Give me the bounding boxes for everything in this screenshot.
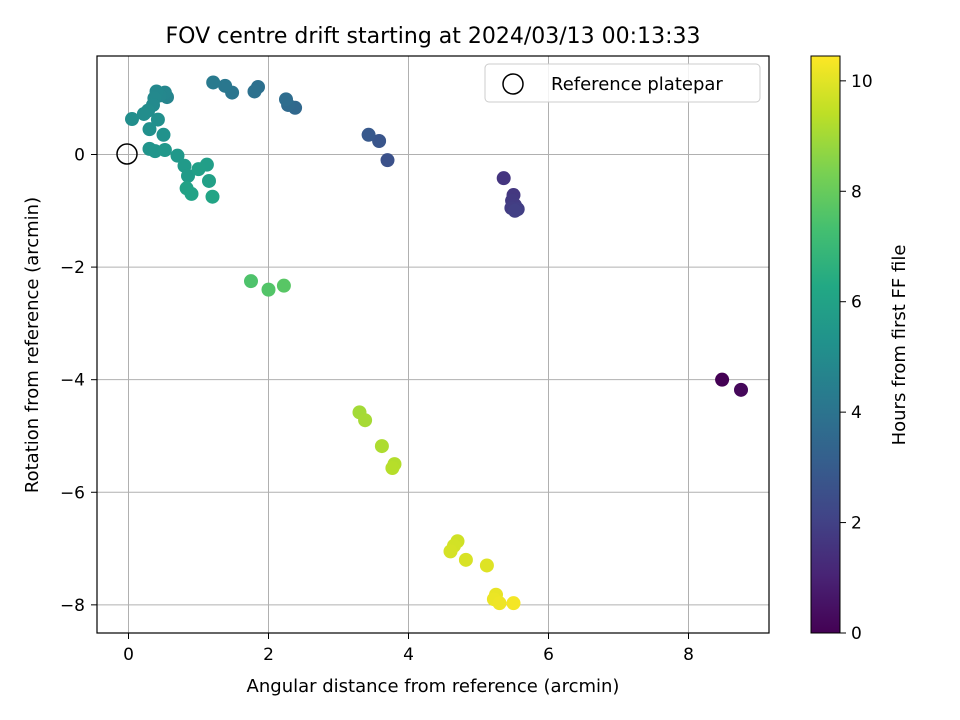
data-point (279, 92, 293, 107)
data-point (492, 596, 507, 611)
data-point (479, 558, 494, 573)
data-point (206, 75, 221, 90)
data-point (506, 596, 521, 611)
data-point (507, 203, 522, 218)
data-point (496, 171, 511, 186)
data-point (361, 127, 376, 142)
data-point (157, 143, 172, 158)
x-tick-label: 0 (123, 645, 134, 665)
y-axis-ticks: 0 −2 −4 −6 −8 (60, 146, 97, 616)
colorbar-tick-label: 8 (851, 182, 862, 202)
data-point (244, 274, 258, 289)
x-tick-label: 2 (263, 645, 274, 665)
legend-marker-icon (502, 73, 524, 95)
data-point (181, 168, 195, 183)
data-point (150, 112, 165, 127)
x-axis-label: Angular distance from reference (arcmin) (247, 676, 620, 697)
legend: Reference platepar (484, 63, 761, 103)
data-point (156, 127, 171, 142)
colorbar-tick-label: 6 (851, 293, 862, 313)
data-point (191, 162, 206, 177)
x-tick-label: 6 (543, 645, 554, 665)
plot-frame (96, 55, 770, 634)
y-tick-label: −6 (60, 483, 85, 503)
data-point (380, 153, 395, 168)
data-point (276, 278, 291, 293)
data-points (125, 75, 748, 611)
legend-entry-label: Reference platepar (551, 74, 723, 95)
y-tick-label: −4 (60, 371, 85, 391)
colorbar-ticks: 0 2 4 6 8 10 (840, 72, 873, 644)
data-point (125, 112, 139, 127)
data-point (184, 186, 199, 201)
data-point (170, 148, 185, 163)
data-point (218, 78, 233, 93)
x-tick-label: 4 (403, 645, 414, 665)
data-point (247, 84, 262, 99)
colorbar-tick-label: 4 (851, 403, 862, 423)
colorbar-tick-label: 0 (851, 624, 862, 644)
reference-point-marker (116, 143, 138, 165)
data-point (385, 461, 400, 476)
y-tick-label: −2 (60, 258, 85, 278)
y-tick-label: −8 (60, 596, 85, 616)
colorbar (810, 55, 841, 634)
legend-box (484, 63, 761, 103)
data-point (458, 552, 473, 567)
chart-title: FOV centre drift starting at 2024/03/13 … (166, 24, 701, 49)
data-point (734, 382, 748, 397)
data-point (372, 134, 387, 149)
x-axis-ticks: 0 2 4 6 8 (123, 633, 694, 665)
grid-lines (97, 56, 769, 633)
data-point (202, 173, 216, 188)
data-point (374, 439, 389, 454)
data-point (136, 106, 151, 121)
data-point (443, 544, 458, 559)
data-point (715, 372, 730, 387)
colorbar-tick-label: 10 (851, 72, 873, 92)
y-axis-label: Rotation from reference (arcmin) (22, 197, 43, 493)
data-point (261, 282, 276, 297)
y-tick-label: 0 (74, 146, 85, 166)
x-tick-label: 8 (683, 645, 694, 665)
data-point (205, 189, 220, 204)
data-point (358, 413, 373, 428)
data-point (142, 122, 157, 137)
colorbar-tick-label: 2 (851, 514, 862, 534)
colorbar-label: Hours from first FF file (889, 245, 910, 446)
